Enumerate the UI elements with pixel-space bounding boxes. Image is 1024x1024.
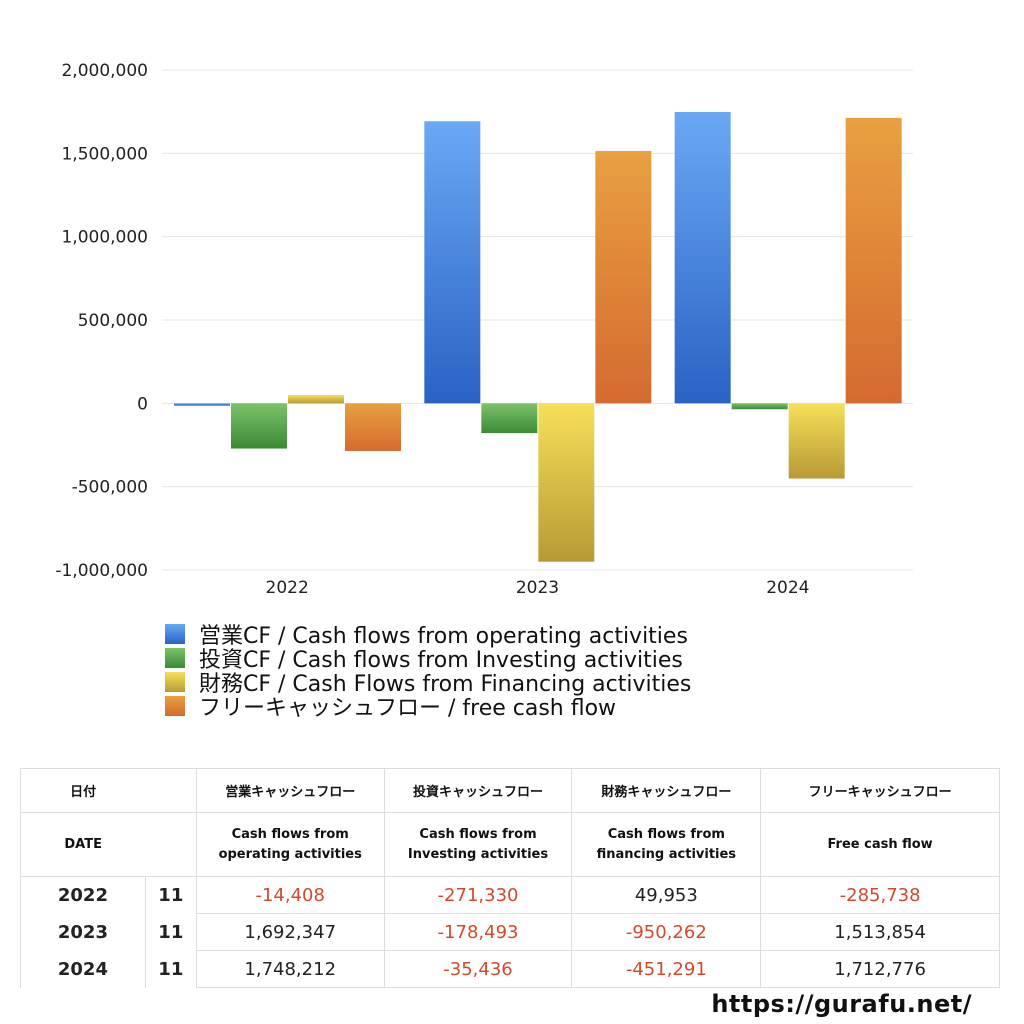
x-tick-label: 2022 xyxy=(266,578,309,598)
y-tick-label: -1,000,000 xyxy=(55,561,148,581)
x-axis-ticks: 2022 2023 2024 xyxy=(266,578,810,598)
header-date-jp: 日付 xyxy=(20,768,146,813)
header-free-cf-en: Free cash flow xyxy=(760,812,1000,877)
bar-2022-series-3 xyxy=(345,403,401,451)
header-date-en: DATE xyxy=(20,812,146,877)
legend-item-operating: 営業CF / Cash flows from operating activit… xyxy=(165,622,691,649)
legend-label-investing: 投資CF / Cash flows from Investing activit… xyxy=(199,648,683,673)
y-axis-ticks: 2,000,000 1,500,000 1,000,000 500,000 0 -500,… xyxy=(55,61,148,581)
header-operating-en: Cash flows from operating activities xyxy=(195,812,385,877)
row-value-col-0: -14,408 xyxy=(195,876,385,914)
row-year: 2022 xyxy=(20,876,146,914)
bar-2022-series-2 xyxy=(288,395,344,404)
header-free-cf-jp: フリーキャッシュフロー xyxy=(760,768,1000,813)
x-tick-label: 2024 xyxy=(766,578,809,598)
header-financing-jp: 財務キャッシュフロー xyxy=(571,768,762,813)
legend-swatch-free-cash-flow xyxy=(165,696,185,716)
bar-2022-series-1 xyxy=(231,403,287,449)
y-tick-label: 1,500,000 xyxy=(61,144,148,164)
row-value-col-2: -950,262 xyxy=(571,913,762,951)
y-tick-label: 1,000,000 xyxy=(61,228,148,248)
cash-flow-table: 日付 営業キャッシュフロー 投資キャッシュフロー 財務キャッシュフロー フリーキ… xyxy=(20,768,1000,988)
row-value-col-1: -35,436 xyxy=(383,950,573,988)
bar-2023-series-3 xyxy=(595,151,652,404)
table-header-jp: 日付 営業キャッシュフロー 投資キャッシュフロー 財務キャッシュフロー フリーキ… xyxy=(20,768,1000,813)
legend-swatch-operating xyxy=(165,624,185,644)
header-financing-en: Cash flows from financing activities xyxy=(571,812,762,877)
row-month: 11 xyxy=(144,913,197,951)
row-value-col-3: -285,738 xyxy=(760,876,1000,914)
row-value-col-1: -178,493 xyxy=(383,913,573,951)
row-month: 11 xyxy=(144,876,197,914)
legend-label-operating: 営業CF / Cash flows from operating activit… xyxy=(199,624,688,649)
row-value-col-2: -451,291 xyxy=(571,950,762,988)
table-row: 2023 11 1,692,347 -178,493 -950,262 1,513,854 xyxy=(20,913,1000,951)
bars xyxy=(174,111,902,562)
legend-swatch-financing xyxy=(165,672,185,692)
legend-item-financing: 財務CF / Cash Flows from Financing activit… xyxy=(165,670,691,697)
grid-lines xyxy=(162,69,913,571)
row-value-col-3: 1,513,854 xyxy=(760,913,1000,951)
bar-2022-series-0 xyxy=(174,403,230,406)
row-month: 11 xyxy=(144,950,197,988)
cash-flow-bar-chart: 2,000,000 1,500,000 1,000,000 500,000 0 -500,… xyxy=(55,61,913,598)
header-investing-jp: 投資キャッシュフロー xyxy=(383,768,573,813)
y-tick-label: 2,000,000 xyxy=(61,61,148,81)
header-month-jp xyxy=(145,768,197,813)
bar-2023-series-0 xyxy=(424,121,481,404)
row-value-col-0: 1,692,347 xyxy=(195,913,385,951)
y-tick-label: 0 xyxy=(137,394,148,414)
legend-item-free-cash-flow: フリーキャッシュフロー / free cash flow xyxy=(165,694,691,721)
row-year: 2024 xyxy=(20,950,146,988)
source-url[interactable]: https://gurafu.net/ xyxy=(711,990,972,1018)
header-investing-en: Cash flows from Investing activities xyxy=(383,812,573,877)
header-month-en xyxy=(145,812,197,877)
bar-2023-series-2 xyxy=(538,403,595,562)
row-value-col-2: 49,953 xyxy=(571,876,762,914)
chart-legend: 営業CF / Cash flows from operating activit… xyxy=(165,622,691,721)
x-tick-label: 2023 xyxy=(516,578,559,598)
row-value-col-1: -271,330 xyxy=(383,876,573,914)
bar-2024-series-2 xyxy=(788,403,845,479)
y-tick-label: -500,000 xyxy=(72,478,148,498)
row-value-col-3: 1,712,776 xyxy=(760,950,1000,988)
row-year: 2023 xyxy=(20,913,146,951)
table-header-en: DATE Cash flows from operating activitie… xyxy=(20,812,1000,877)
bar-2023-series-1 xyxy=(481,403,538,434)
bar-2024-series-3 xyxy=(845,117,902,404)
legend-label-financing: 財務CF / Cash Flows from Financing activit… xyxy=(199,672,692,697)
table-row: 2022 11 -14,408 -271,330 49,953 -285,738 xyxy=(20,876,1000,914)
header-operating-jp: 営業キャッシュフロー xyxy=(195,768,385,813)
legend-item-investing: 投資CF / Cash flows from Investing activit… xyxy=(165,646,691,673)
bar-2024-series-1 xyxy=(731,403,788,410)
legend-swatch-investing xyxy=(165,648,185,668)
row-value-col-0: 1,748,212 xyxy=(195,950,385,988)
y-tick-label: 500,000 xyxy=(78,311,148,331)
bar-2024-series-0 xyxy=(674,111,731,404)
table-row: 2024 11 1,748,212 -35,436 -451,291 1,712,776 xyxy=(20,950,1000,988)
legend-label-free-cash-flow: フリーキャッシュフロー / free cash flow xyxy=(199,696,617,721)
